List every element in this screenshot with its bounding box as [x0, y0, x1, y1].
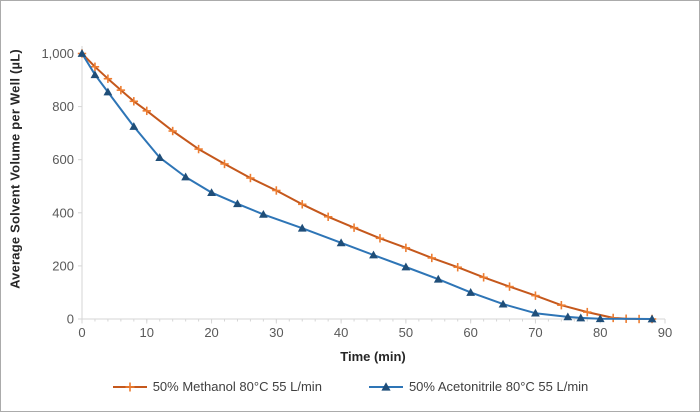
svg-text:90: 90	[658, 325, 672, 340]
svg-text:70: 70	[528, 325, 542, 340]
legend-label-acetonitrile: 50% Acetonitrile 80°C 55 L/min	[408, 379, 589, 394]
chart-legend: 50% Methanol 80°C 55 L/min 50% Acetonitr…	[1, 379, 699, 394]
x-axis-title: Time (min)	[340, 349, 406, 364]
legend-item-methanol: 50% Methanol 80°C 55 L/min	[112, 379, 322, 394]
legend-item-acetonitrile: 50% Acetonitrile 80°C 55 L/min	[368, 379, 588, 394]
methanol-series-marker-icon	[112, 382, 147, 391]
svg-text:60: 60	[463, 325, 477, 340]
svg-text:800: 800	[52, 99, 74, 114]
svg-text:40: 40	[334, 325, 348, 340]
svg-text:50: 50	[399, 325, 413, 340]
y-axis-title: Average Solvent Volume per Well (µL)	[7, 49, 23, 289]
svg-text:1,000: 1,000	[41, 46, 74, 61]
svg-text:600: 600	[52, 152, 74, 167]
svg-text:20: 20	[204, 325, 218, 340]
svg-text:200: 200	[52, 258, 74, 273]
svg-text:0: 0	[78, 325, 85, 340]
svg-text:0: 0	[67, 312, 74, 327]
svg-text:30: 30	[269, 325, 283, 340]
svg-text:80: 80	[593, 325, 607, 340]
svg-text:10: 10	[140, 325, 154, 340]
legend-label-methanol: 50% Methanol 80°C 55 L/min	[152, 379, 322, 394]
svg-text:400: 400	[52, 205, 74, 220]
acetonitrile-series-marker-icon	[368, 381, 403, 391]
